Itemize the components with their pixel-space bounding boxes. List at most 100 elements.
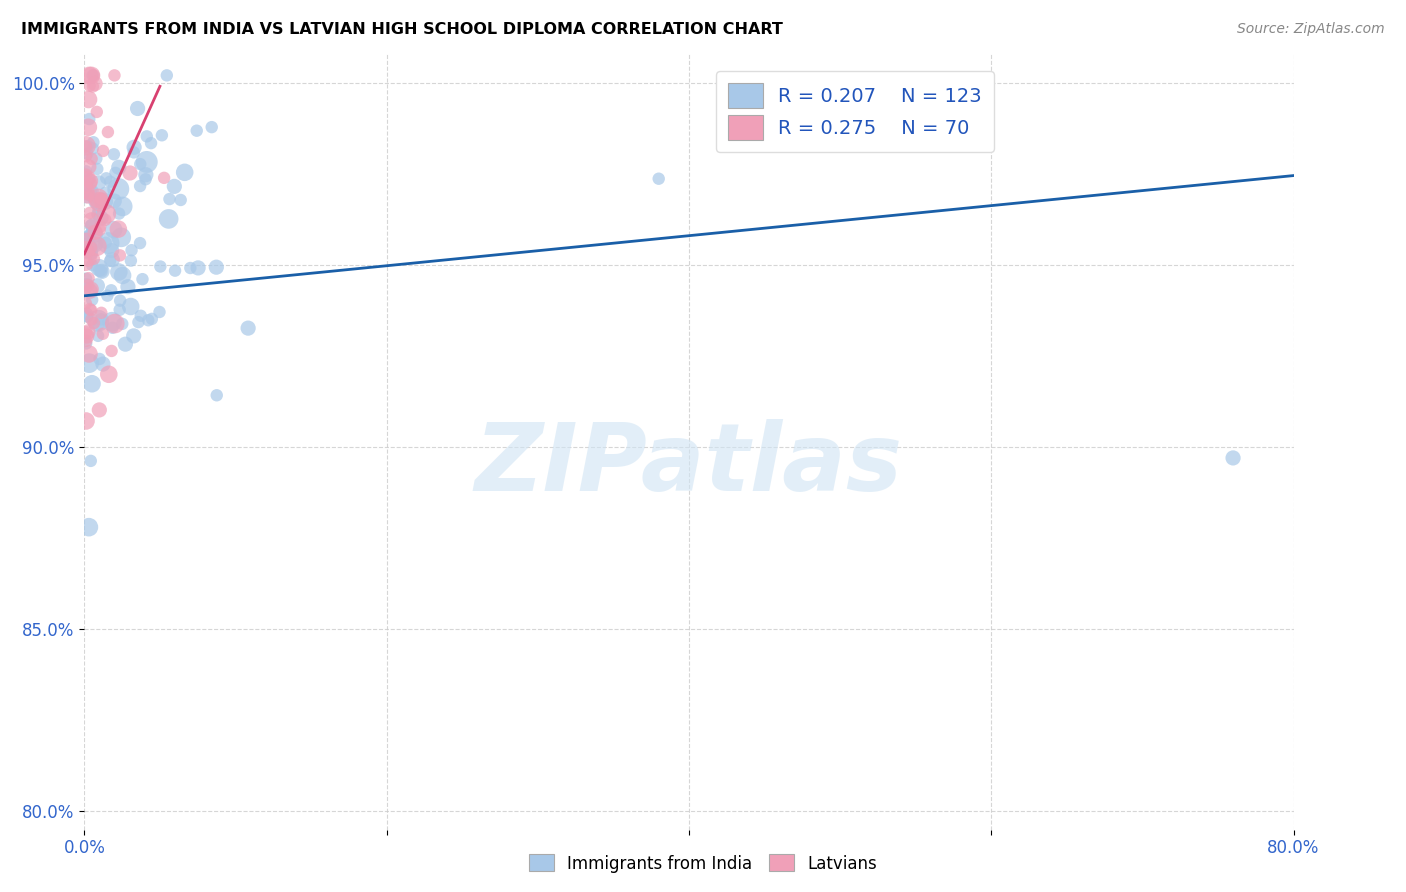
- Point: [86, 161, 108, 176]
- Point: [205, 388, 228, 402]
- Point: [89, 194, 111, 209]
- Point: [96, 207, 118, 221]
- Point: [799, 86, 821, 100]
- Legend: R = 0.207    N = 123, R = 0.275    N = 70: R = 0.207 N = 123, R = 0.275 N = 70: [716, 71, 994, 152]
- Point: [82, 135, 104, 149]
- Point: [83, 252, 105, 266]
- Point: [94, 213, 117, 227]
- Point: [129, 236, 152, 251]
- Point: [87, 191, 110, 205]
- Point: [201, 120, 224, 135]
- Point: [80, 282, 103, 296]
- Point: [205, 260, 228, 275]
- Point: [82, 69, 104, 83]
- Point: [84, 238, 107, 252]
- Point: [80, 241, 103, 255]
- Point: [94, 235, 117, 250]
- Point: [90, 194, 112, 208]
- Point: [90, 264, 112, 278]
- Point: [103, 147, 125, 161]
- Point: [165, 263, 187, 277]
- Point: [86, 104, 108, 119]
- Point: [83, 69, 105, 83]
- Point: [77, 187, 100, 202]
- Point: [118, 166, 141, 180]
- Point: [179, 260, 201, 275]
- Point: [80, 258, 103, 272]
- Point: [103, 222, 125, 236]
- Point: [98, 175, 121, 189]
- Point: [75, 326, 97, 340]
- Point: [75, 245, 97, 260]
- Point: [135, 172, 157, 186]
- Point: [149, 260, 172, 274]
- Point: [135, 168, 157, 182]
- Point: [101, 315, 124, 329]
- Point: [107, 222, 129, 236]
- Point: [90, 312, 112, 326]
- Point: [77, 520, 100, 534]
- Point: [120, 300, 142, 314]
- Point: [135, 155, 157, 169]
- Point: [80, 185, 103, 199]
- Point: [76, 277, 98, 292]
- Point: [86, 207, 108, 221]
- Point: [79, 78, 101, 93]
- Point: [80, 177, 103, 191]
- Point: [127, 102, 149, 116]
- Point: [96, 288, 118, 302]
- Point: [89, 403, 111, 417]
- Point: [80, 376, 103, 391]
- Point: [98, 254, 121, 268]
- Point: [75, 240, 97, 254]
- Point: [75, 168, 97, 182]
- Point: [84, 225, 107, 239]
- Point: [86, 239, 108, 253]
- Point: [83, 227, 105, 241]
- Point: [93, 194, 115, 209]
- Point: [136, 313, 159, 327]
- Point: [90, 211, 112, 225]
- Point: [80, 454, 103, 468]
- Point: [77, 172, 100, 186]
- Point: [135, 129, 157, 144]
- Point: [75, 414, 97, 428]
- Point: [186, 124, 208, 138]
- Point: [77, 69, 100, 83]
- Text: Source: ZipAtlas.com: Source: ZipAtlas.com: [1237, 22, 1385, 37]
- Point: [80, 69, 103, 83]
- Point: [76, 307, 98, 321]
- Point: [79, 245, 101, 260]
- Point: [84, 77, 107, 91]
- Point: [75, 296, 97, 310]
- Point: [159, 192, 181, 206]
- Point: [108, 206, 131, 220]
- Point: [80, 247, 103, 261]
- Point: [110, 230, 132, 244]
- Point: [76, 309, 98, 323]
- Point: [236, 321, 259, 335]
- Point: [80, 242, 103, 256]
- Point: [97, 368, 120, 382]
- Point: [80, 312, 103, 326]
- Point: [170, 193, 193, 207]
- Point: [100, 343, 122, 358]
- Point: [79, 206, 101, 220]
- Point: [75, 232, 97, 246]
- Point: [77, 160, 100, 174]
- Point: [163, 179, 186, 194]
- Point: [75, 164, 97, 178]
- Point: [77, 244, 100, 259]
- Point: [120, 253, 142, 268]
- Point: [101, 320, 124, 334]
- Point: [77, 278, 100, 293]
- Point: [77, 112, 100, 126]
- Point: [75, 138, 97, 153]
- Point: [122, 329, 145, 343]
- Point: [77, 356, 100, 370]
- Point: [76, 146, 98, 161]
- Point: [77, 347, 100, 361]
- Point: [97, 125, 120, 139]
- Point: [80, 303, 103, 318]
- Point: [117, 279, 139, 293]
